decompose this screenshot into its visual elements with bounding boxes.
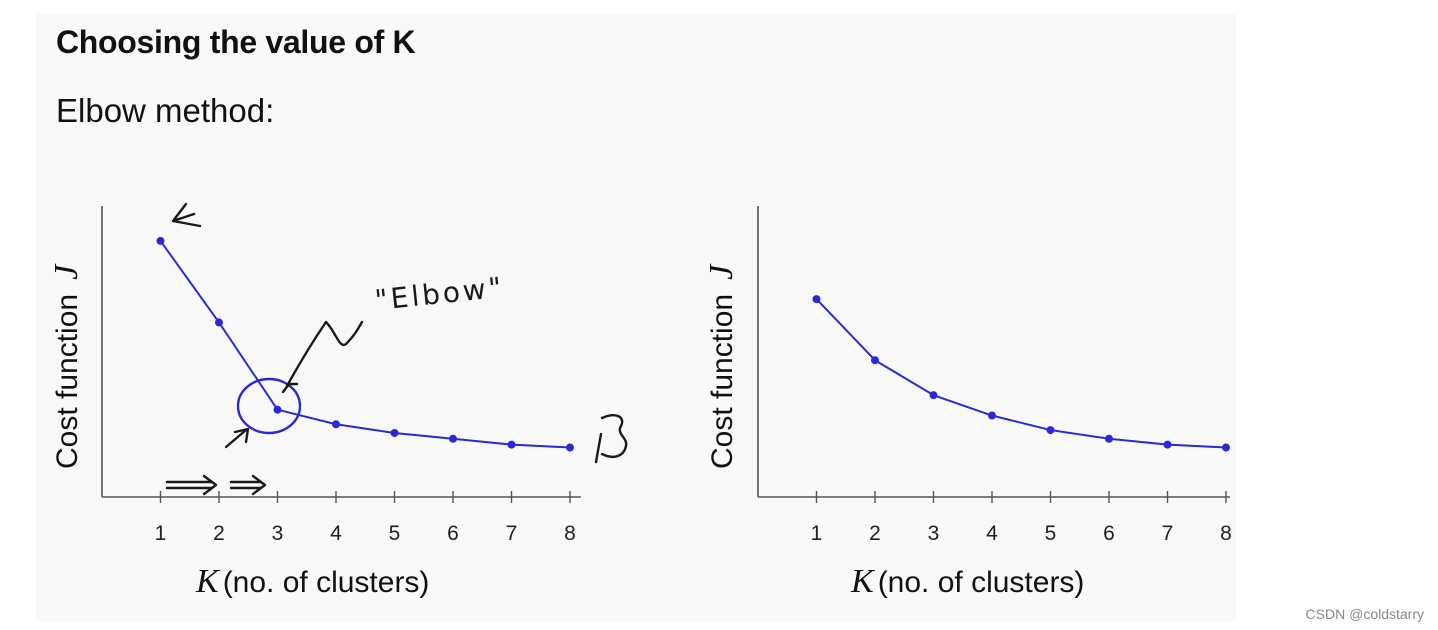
x-tick-label: 3 [272,522,284,545]
data-point [507,440,516,449]
x-tick-label: 4 [986,522,998,545]
data-point [1046,426,1055,435]
x-tick-label: 5 [389,522,401,545]
slide-title: Choosing the value of K [56,24,416,60]
ellipsis-mark [594,414,628,464]
data-point [156,236,165,245]
elbow-label: "Elbow" [373,271,506,317]
data-point [390,428,399,437]
data-point [332,420,340,429]
arrow-mark-elbow [224,427,250,449]
x-tick-label: 2 [213,522,225,545]
x-tick-label: 3 [928,522,940,545]
x-tick-label: 7 [506,522,518,545]
x-tick-label: 8 [1220,522,1232,545]
x-tick-label: 5 [1045,522,1057,545]
data-point [812,295,821,304]
x-axis-title: K (no. of clusters) [850,563,1084,600]
series-layer [812,295,1230,452]
x-tick-label: 6 [447,522,459,545]
data-point [929,391,938,400]
x-tick-label: 1 [155,522,167,545]
data-point [273,405,282,414]
data-point [566,443,574,452]
slide-panel: Choosing the value of K Elbow method: 1 2… [36,14,1236,622]
series-line [159,239,571,449]
x-axis-title: K (no. of clusters) [195,563,429,600]
elbow-pointer-squiggle [285,320,364,388]
x-tick-label: 1 [811,522,823,545]
x-tick-label: 4 [330,522,342,545]
elbow-circle [236,377,302,435]
y-axis-title: Cost functionJ [703,263,740,469]
data-point [1222,443,1230,452]
data-point [449,434,457,443]
x-ticks: 1 2 3 4 5 6 7 8 [155,491,576,545]
arrow-mark-bottom-2 [229,474,267,496]
arrow-mark-top [171,202,202,228]
elbow-pointer-head [281,382,299,394]
chart-elbow: 1 2 3 4 5 6 7 8 Cost functionJ K (no. of cluster… [48,202,628,600]
x-tick-label: 2 [869,522,881,545]
series-line [815,298,1227,449]
charts-canvas: 1 2 3 4 5 6 7 8 Cost functionJ K (no. of cluster… [48,202,1232,600]
data-point [1163,440,1172,449]
chart-smooth: 1 2 3 4 5 6 7 8 Cost functionJ K (no. of cluster… [703,206,1232,600]
y-axis-title: Cost functionJ [48,263,85,469]
x-ticks: 1 2 3 4 5 6 7 8 [811,491,1232,545]
x-tick-label: 8 [564,522,576,545]
series-layer [156,236,574,452]
arrow-mark-bottom-1 [165,474,218,496]
x-tick-label: 6 [1103,522,1115,545]
data-point [215,318,223,327]
data-point [871,356,879,365]
data-point [1105,434,1113,443]
x-tick-label: 7 [1162,522,1174,545]
data-point [988,411,996,420]
watermark: CSDN @coldstarry [1305,606,1424,622]
slide-subtitle: Elbow method: [56,92,275,129]
